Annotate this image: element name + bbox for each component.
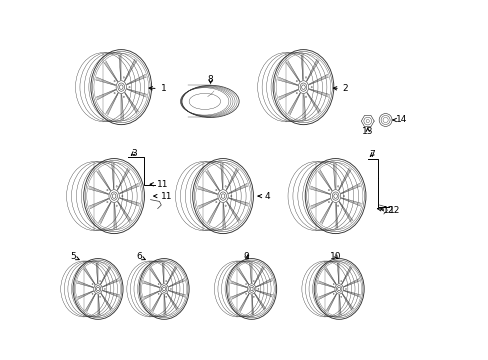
Text: 5: 5 xyxy=(70,252,79,261)
Text: 12: 12 xyxy=(380,206,400,215)
Text: 6: 6 xyxy=(136,252,145,261)
Text: 10: 10 xyxy=(329,252,341,261)
Text: 1: 1 xyxy=(149,84,166,93)
Text: 4: 4 xyxy=(258,192,269,201)
Text: 9: 9 xyxy=(243,252,249,261)
Text: 2: 2 xyxy=(333,84,347,93)
Text: 8: 8 xyxy=(207,75,213,84)
Text: 7: 7 xyxy=(369,150,374,159)
Text: 13: 13 xyxy=(361,127,373,136)
Text: 11: 11 xyxy=(153,192,172,201)
Text: 14: 14 xyxy=(392,116,407,125)
Text: 3: 3 xyxy=(131,149,136,158)
Text: 11: 11 xyxy=(150,180,168,189)
Text: 12: 12 xyxy=(377,206,394,215)
